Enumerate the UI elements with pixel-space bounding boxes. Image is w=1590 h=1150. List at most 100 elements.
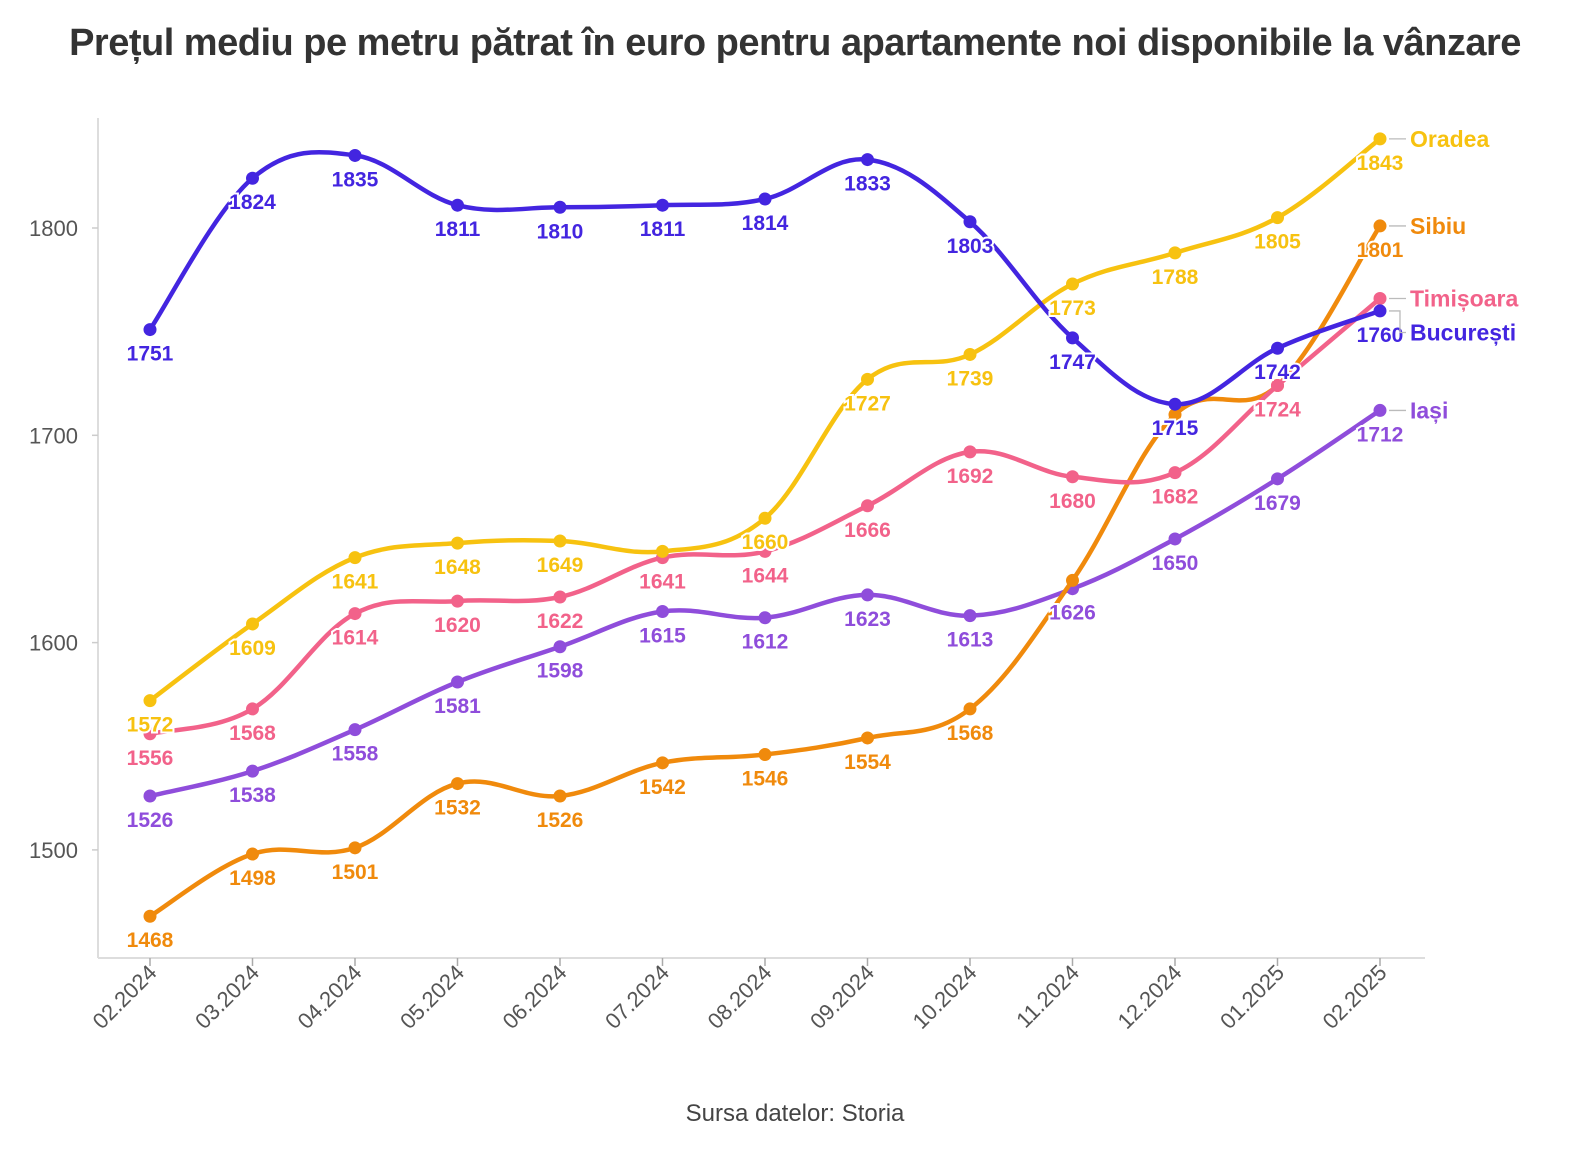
data-label-iasi: 1623 bbox=[844, 608, 891, 631]
data-point-iasi bbox=[451, 675, 464, 689]
data-point-iasi bbox=[861, 588, 874, 602]
data-point-oradea bbox=[963, 347, 977, 361]
data-point-oradea bbox=[1373, 132, 1387, 146]
data-point-sibiu bbox=[758, 748, 772, 762]
data-point-bucuresti bbox=[348, 148, 362, 162]
series-name-iasi: Iași bbox=[1410, 397, 1448, 424]
data-point-bucuresti bbox=[656, 198, 669, 212]
data-label-timisoara: 1680 bbox=[1049, 490, 1096, 513]
data-point-timisoara bbox=[143, 727, 157, 741]
data-point-sibiu bbox=[553, 789, 567, 803]
data-label-oradea: 1660 bbox=[742, 531, 789, 554]
x-tick-label: 08.2024 bbox=[703, 960, 777, 1034]
data-label-timisoara: 1692 bbox=[947, 465, 994, 488]
data-label-oradea: 1649 bbox=[537, 554, 584, 577]
data-point-bucuresti bbox=[963, 215, 977, 229]
data-point-iasi bbox=[1271, 472, 1284, 486]
data-point-iasi bbox=[963, 609, 977, 623]
data-label-sibiu: 1801 bbox=[1357, 239, 1404, 262]
data-label-timisoara: 1556 bbox=[127, 747, 174, 770]
axes: 1500 1600 1700 1800 02.2024 03.2024 04.2024 05.… bbox=[29, 118, 1425, 1034]
data-label-bucuresti: 1824 bbox=[229, 191, 276, 214]
data-point-oradea bbox=[1168, 246, 1182, 260]
data-label-bucuresti: 1742 bbox=[1254, 361, 1301, 384]
x-tick-label: 02.2025 bbox=[1318, 960, 1392, 1034]
data-point-oradea bbox=[553, 534, 567, 548]
data-point-sibiu bbox=[143, 909, 157, 923]
data-point-timisoara bbox=[1066, 470, 1079, 484]
data-label-oradea: 1609 bbox=[229, 637, 276, 660]
x-tick-label: 07.2024 bbox=[600, 960, 674, 1034]
x-tick-label: 11.2024 bbox=[1011, 960, 1084, 1033]
data-label-oradea: 1641 bbox=[332, 571, 379, 594]
x-tick-label: 03.2024 bbox=[190, 960, 264, 1034]
y-tick-label: 1800 bbox=[29, 216, 78, 241]
data-point-bucuresti bbox=[451, 198, 464, 212]
data-point-sibiu bbox=[1373, 219, 1387, 233]
data-point-oradea bbox=[143, 694, 157, 708]
data-label-timisoara: 1682 bbox=[1152, 486, 1199, 509]
data-label-iasi: 1679 bbox=[1254, 492, 1301, 515]
chart-source: Sursa datelor: Storia bbox=[685, 1100, 905, 1127]
series-name-oradea: Oradea bbox=[1410, 126, 1489, 152]
x-tick-label: 06.2024 bbox=[498, 960, 572, 1034]
x-tick-label: 12.2024 bbox=[1113, 960, 1187, 1034]
y-tick-label: 1500 bbox=[29, 838, 78, 863]
x-tick-label: 05.2024 bbox=[395, 960, 469, 1034]
data-point-oradea bbox=[246, 617, 259, 631]
data-point-timisoara bbox=[758, 544, 772, 558]
data-point-sibiu bbox=[348, 841, 362, 855]
data-label-iasi: 1526 bbox=[127, 809, 174, 832]
data-point-timisoara bbox=[553, 590, 567, 604]
data-label-sibiu: 1526 bbox=[537, 809, 584, 832]
data-point-iasi bbox=[143, 789, 157, 803]
y-tick-label: 1600 bbox=[29, 631, 78, 656]
data-point-timisoara bbox=[348, 607, 362, 621]
y-tick-label: 1700 bbox=[29, 423, 78, 448]
data-label-sibiu: 1532 bbox=[434, 797, 481, 820]
data-point-bucuresti bbox=[861, 153, 874, 167]
data-label-timisoara: 1568 bbox=[229, 722, 276, 745]
series-name-sibiu: Sibiu bbox=[1410, 213, 1466, 239]
data-label-sibiu: 1501 bbox=[332, 861, 379, 884]
data-point-sibiu bbox=[963, 702, 977, 716]
data-point-sibiu bbox=[1066, 573, 1079, 587]
data-label-iasi: 1581 bbox=[434, 695, 481, 718]
data-point-timisoara bbox=[1373, 291, 1387, 305]
data-point-oradea bbox=[758, 511, 772, 525]
data-label-timisoara: 1622 bbox=[537, 610, 584, 633]
data-label-iasi: 1598 bbox=[537, 660, 584, 683]
data-point-iasi bbox=[348, 723, 362, 737]
data-label-iasi: 1712 bbox=[1357, 423, 1404, 446]
data-point-bucuresti bbox=[246, 171, 259, 185]
data-point-bucuresti bbox=[1168, 397, 1182, 411]
data-point-bucuresti bbox=[143, 323, 157, 337]
data-label-oradea: 1739 bbox=[947, 367, 994, 390]
x-tick-label: 04.2024 bbox=[293, 960, 367, 1034]
data-point-timisoara bbox=[963, 445, 977, 459]
data-point-oradea bbox=[348, 551, 362, 565]
data-point-sibiu bbox=[451, 777, 464, 791]
x-tick-label: 10.2024 bbox=[908, 960, 982, 1034]
data-label-timisoara: 1614 bbox=[332, 627, 379, 650]
data-label-iasi: 1650 bbox=[1152, 552, 1199, 575]
data-label-sibiu: 1546 bbox=[742, 768, 789, 791]
data-label-sibiu: 1542 bbox=[639, 776, 686, 799]
data-label-bucuresti: 1811 bbox=[435, 218, 481, 241]
data-point-bucuresti bbox=[553, 200, 567, 214]
series-name-timisoara: Timișoara bbox=[1410, 285, 1518, 312]
data-label-timisoara: 1620 bbox=[434, 614, 481, 637]
data-point-sibiu bbox=[861, 731, 874, 745]
data-label-oradea: 1572 bbox=[127, 714, 174, 737]
data-point-oradea bbox=[656, 544, 669, 558]
x-tick-label: 01.2025 bbox=[1215, 960, 1289, 1034]
data-point-oradea bbox=[1271, 211, 1284, 225]
data-point-iasi bbox=[758, 611, 772, 625]
data-label-oradea: 1788 bbox=[1152, 266, 1199, 289]
data-point-bucuresti bbox=[1373, 304, 1387, 318]
data-point-timisoara bbox=[1168, 466, 1182, 480]
x-tick-label: 02.2024 bbox=[88, 960, 162, 1034]
data-label-bucuresti: 1747 bbox=[1049, 351, 1096, 374]
data-point-oradea bbox=[861, 372, 874, 386]
data-label-iasi: 1612 bbox=[742, 631, 789, 654]
